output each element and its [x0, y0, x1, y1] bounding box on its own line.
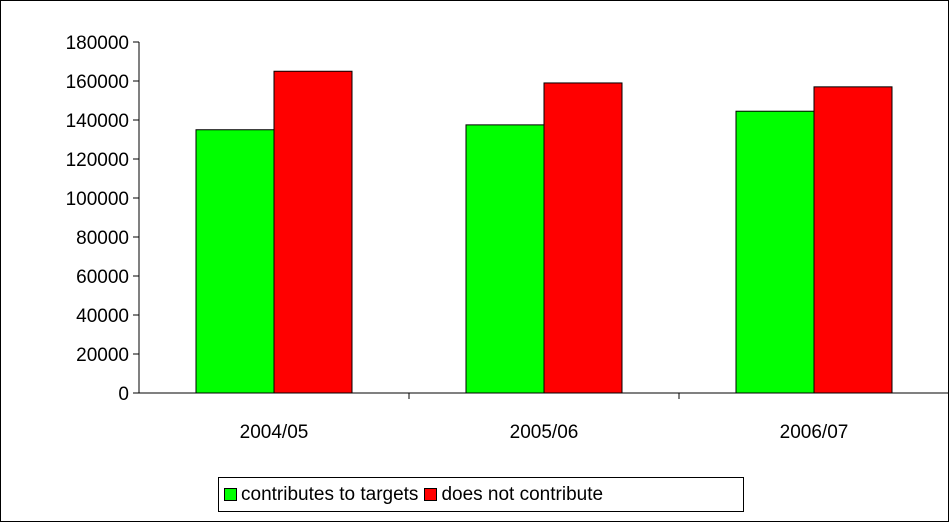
legend: contributes to targets does not contribu… [218, 477, 744, 512]
y-tick-label: 120000 [66, 150, 129, 171]
legend-swatch-0 [224, 488, 237, 501]
y-tick-label: 140000 [66, 111, 129, 132]
bar-contributes [735, 110, 815, 394]
x-tick-label: 2005/06 [510, 422, 579, 443]
y-tick-label: 0 [118, 384, 129, 405]
legend-swatch-1 [424, 488, 438, 501]
x-tick-label: 2006/07 [780, 422, 849, 443]
legend-item-1: does not contribute [424, 484, 603, 506]
bar-contributes [195, 129, 275, 394]
y-tick-label: 180000 [66, 33, 129, 54]
y-tick-label: 60000 [76, 267, 129, 288]
x-axis-ticks: 2004/05 2005/06 2006/07 [240, 393, 949, 443]
y-axis-ticks: 0 20000 40000 60000 80000 100000 120000 140000 1… [66, 33, 139, 405]
y-tick-label: 100000 [66, 189, 129, 210]
bar-chart: 0 20000 40000 60000 80000 100000 120000 140000 1… [66, 33, 949, 443]
legend-item-0: contributes to targets [224, 484, 418, 506]
legend-label-0: contributes to targets [241, 483, 419, 505]
y-tick-label: 160000 [66, 72, 129, 93]
bar-does-not-contribute [543, 82, 623, 394]
bar-contributes [465, 124, 545, 394]
bars [195, 70, 893, 394]
bar-does-not-contribute [813, 86, 893, 394]
y-tick-label: 40000 [76, 306, 129, 327]
bar-does-not-contribute [273, 70, 353, 394]
y-tick-label: 20000 [76, 345, 129, 366]
legend-label-1: does not contribute [441, 483, 604, 505]
y-tick-label: 80000 [76, 228, 129, 249]
x-tick-label: 2004/05 [240, 422, 309, 443]
